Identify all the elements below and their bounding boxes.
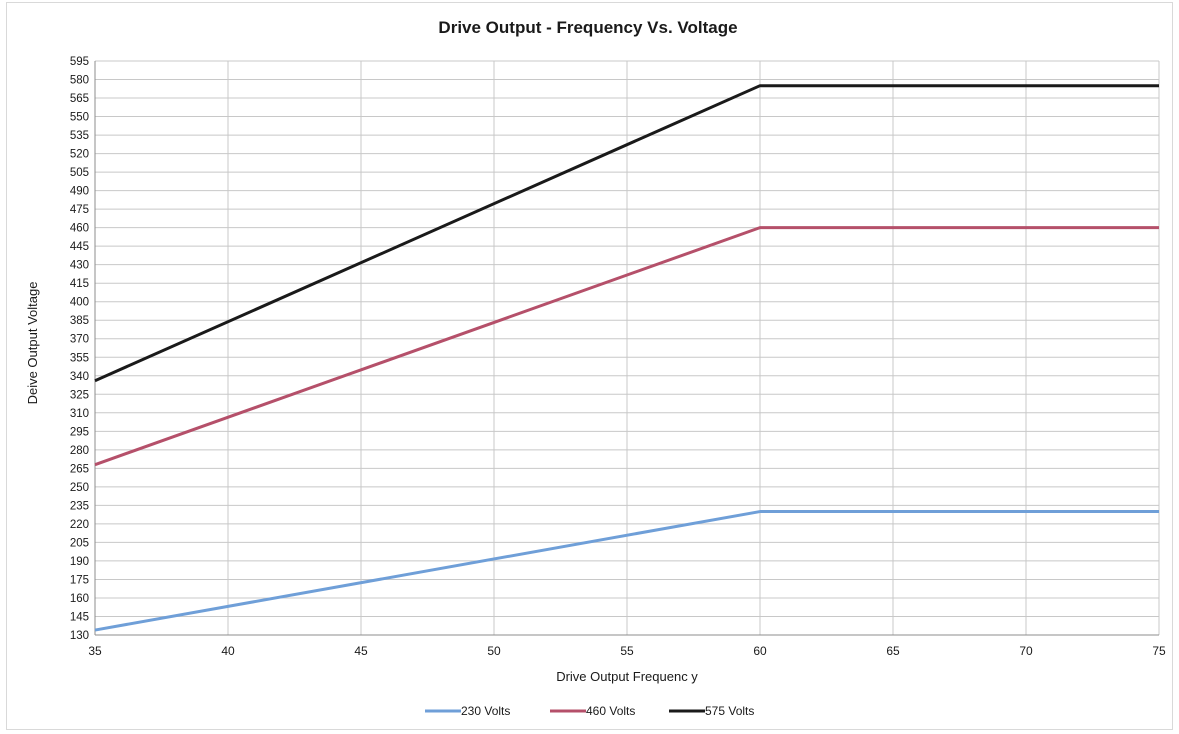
y-tick-label: 550 — [70, 112, 89, 124]
y-tick-label: 190 — [70, 556, 89, 568]
y-tick-label: 445 — [70, 241, 89, 253]
y-tick-label: 310 — [70, 408, 89, 420]
y-tick-label: 520 — [70, 149, 89, 161]
series-line-575-volts — [94, 84, 1159, 383]
y-tick-label: 490 — [70, 186, 89, 198]
y-tick-label: 130 — [70, 630, 89, 642]
chart-frame: Drive Output - Frequency Vs. Voltage 130… — [6, 2, 1173, 730]
x-tick-label: 75 — [1152, 644, 1166, 658]
y-tick-label: 355 — [70, 352, 89, 364]
y-tick-label: 415 — [70, 278, 89, 290]
y-tick-label: 340 — [70, 371, 89, 383]
y-tick-label: 175 — [70, 574, 89, 586]
y-tick-label: 430 — [70, 260, 89, 272]
y-tick-label: 595 — [70, 56, 89, 68]
y-tick-label: 145 — [70, 611, 89, 623]
x-tick-label: 35 — [88, 644, 102, 658]
y-tick-label: 535 — [70, 130, 89, 142]
y-tick-label: 505 — [70, 167, 89, 179]
y-tick-label: 460 — [70, 223, 89, 235]
x-tick-label: 45 — [354, 644, 368, 658]
series-line-460-volts — [94, 226, 1159, 467]
y-tick-label: 220 — [70, 519, 89, 531]
y-tick-label: 265 — [70, 463, 89, 475]
axes: 130 145 160 175 190 205 220 235 250 265 280 295 310 3… — [70, 56, 1166, 658]
grid — [94, 60, 1160, 636]
y-axis-label: Deive Output Voltage — [25, 282, 40, 405]
y-tick-label: 475 — [70, 204, 89, 216]
legend-label-230-volts: 230 Volts — [461, 704, 510, 718]
y-tick-label: 325 — [70, 389, 89, 401]
y-tick-label: 400 — [70, 297, 89, 309]
y-tick-label: 250 — [70, 482, 89, 494]
legend-label-460-volts: 460 Volts — [586, 704, 635, 718]
y-tick-label: 295 — [70, 426, 89, 438]
chart-svg: Drive Output - Frequency Vs. Voltage 130… — [25, 18, 1166, 718]
x-tick-label: 55 — [620, 644, 634, 658]
series-layer — [94, 84, 1159, 632]
series-line-230-volts — [94, 510, 1159, 632]
y-tick-label: 235 — [70, 500, 89, 512]
y-tick-label: 280 — [70, 445, 89, 457]
y-tick-label: 565 — [70, 93, 89, 105]
x-tick-label: 65 — [886, 644, 900, 658]
x-tick-label: 70 — [1019, 644, 1033, 658]
x-tick-label: 50 — [487, 644, 501, 658]
x-tick-label: 60 — [753, 644, 767, 658]
chart-title: Drive Output - Frequency Vs. Voltage — [438, 18, 737, 37]
y-tick-label: 370 — [70, 334, 89, 346]
y-tick-label: 205 — [70, 537, 89, 549]
x-tick-label: 40 — [221, 644, 235, 658]
y-tick-label: 385 — [70, 315, 89, 327]
legend: 230 Volts 460 Volts 575 Volts — [425, 704, 754, 718]
y-tick-label: 160 — [70, 593, 89, 605]
legend-label-575-volts: 575 Volts — [705, 704, 754, 718]
x-axis-label: Drive Output Frequenc y — [556, 669, 698, 684]
y-tick-label: 580 — [70, 75, 89, 87]
